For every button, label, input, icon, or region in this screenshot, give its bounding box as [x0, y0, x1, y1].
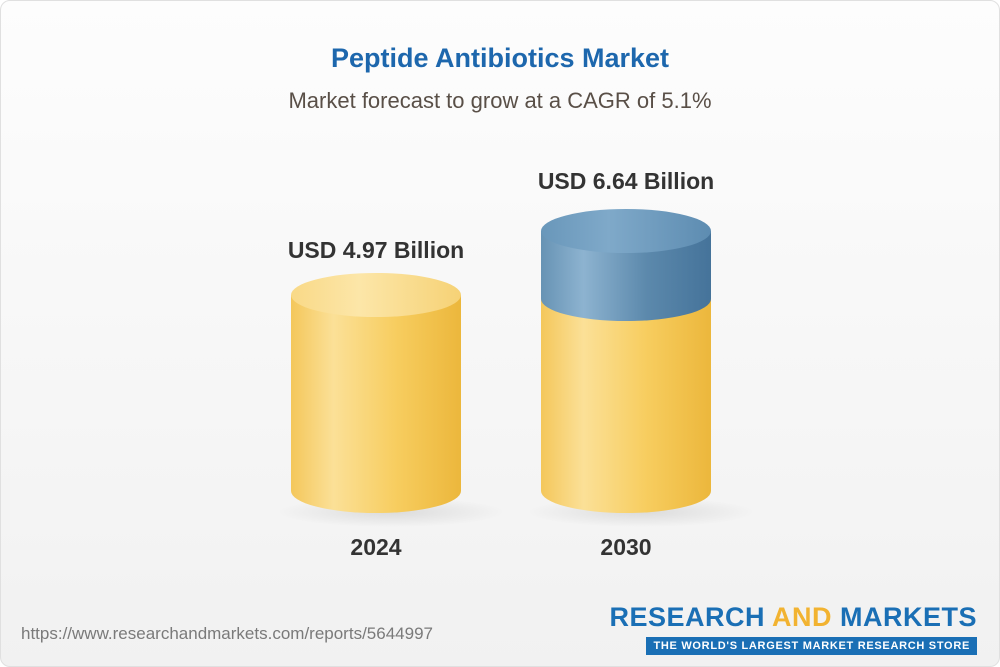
logo-word-and: AND [772, 602, 832, 632]
bar-2030-growth-segment [541, 209, 711, 321]
report-url: https://www.researchandmarkets.com/repor… [21, 624, 433, 643]
logo-word-markets: MARKETS [832, 602, 977, 632]
research-and-markets-logo: RESEARCH AND MARKETS THE WORLD'S LARGEST… [609, 602, 977, 655]
bar-2030 [541, 209, 711, 513]
logo-wordmark: RESEARCH AND MARKETS [609, 602, 977, 633]
logo-tagline: THE WORLD'S LARGEST MARKET RESEARCH STOR… [646, 637, 977, 655]
bar-2030-top [541, 209, 711, 253]
logo-word-research: RESEARCH [609, 602, 772, 632]
bar-2024-body [291, 295, 461, 513]
axis-label-2024: 2024 [350, 534, 402, 560]
chart-subtitle: Market forecast to grow at a CAGR of 5.1… [288, 88, 712, 113]
bar-2024-top [291, 273, 461, 317]
chart-title: Peptide Antibiotics Market [330, 43, 670, 73]
axis-label-2030: 2030 [600, 534, 652, 560]
bar-2024 [291, 273, 461, 513]
value-label-2030: USD 6.64 Billion [537, 168, 715, 194]
value-label-2024: USD 4.97 Billion [287, 237, 465, 263]
